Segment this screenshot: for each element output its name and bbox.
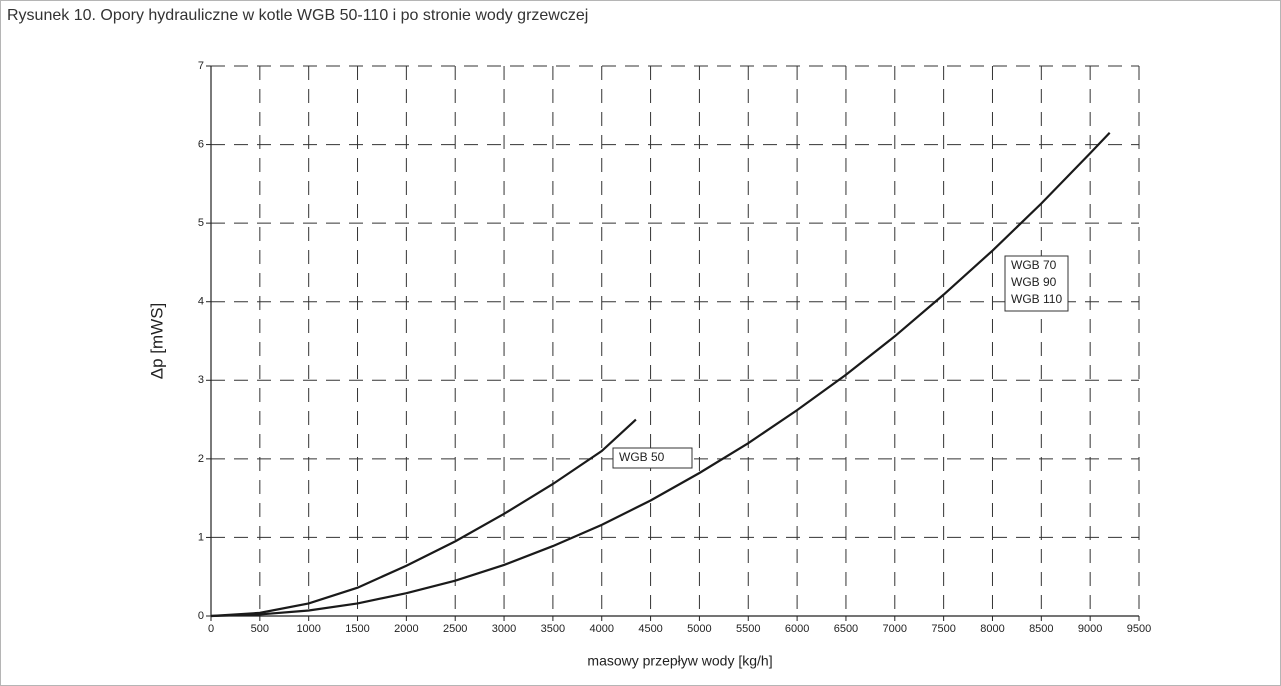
x-tick-label: 4000	[589, 623, 613, 635]
x-tick-label: 7500	[931, 623, 955, 635]
y-tick-label: 6	[198, 138, 204, 150]
x-axis-label: masowy przepływ wody [kg/h]	[587, 653, 772, 669]
x-tick-label: 1500	[345, 623, 369, 635]
y-axis-label: Δp [mWS]	[147, 303, 166, 380]
x-tick-label: 9000	[1078, 623, 1102, 635]
annotation-box	[612, 447, 693, 469]
annotation-box	[1004, 255, 1069, 312]
x-tick-label: 8500	[1029, 623, 1053, 635]
x-tick-label: 2000	[394, 623, 418, 635]
y-tick-label: 2	[198, 453, 204, 465]
x-tick-label: 9500	[1127, 623, 1151, 635]
y-tick-label: 1	[198, 531, 204, 543]
x-tick-label: 7000	[883, 623, 907, 635]
y-tick-label: 5	[198, 217, 204, 229]
series-line	[210, 132, 1111, 618]
annotation-text: WGB 70	[1011, 258, 1057, 272]
x-tick-label: 6000	[785, 623, 809, 635]
annotation: WGB 50	[612, 447, 693, 469]
y-tick-label: 4	[198, 296, 204, 308]
y-tick-label: 7	[198, 60, 204, 72]
y-tick-label: 3	[198, 374, 204, 386]
x-tick-label: 5500	[736, 623, 760, 635]
x-tick-label: 5000	[687, 623, 711, 635]
x-tick-label: 3500	[541, 623, 565, 635]
x-tick-label: 500	[251, 623, 269, 635]
x-tick-label: 3000	[492, 623, 516, 635]
x-tick-label: 8000	[980, 623, 1004, 635]
x-tick-label: 4500	[638, 623, 662, 635]
x-tick-label: 1000	[296, 623, 320, 635]
x-tick-label: 0	[208, 623, 214, 635]
annotation: WGB 70 WGB 90 WGB 110	[1004, 255, 1069, 312]
figure-caption: Rysunek 10. Opory hydrauliczne w kotle W…	[7, 7, 589, 24]
x-tick-label: 2500	[443, 623, 467, 635]
x-tick-label: 6500	[834, 623, 858, 635]
annotation-text: WGB 90	[1011, 275, 1057, 289]
y-tick-label: 0	[198, 610, 204, 622]
annotation-text: WGB 110	[1011, 292, 1062, 306]
series-line	[210, 418, 637, 618]
annotation-text: WGB 50	[619, 450, 665, 464]
